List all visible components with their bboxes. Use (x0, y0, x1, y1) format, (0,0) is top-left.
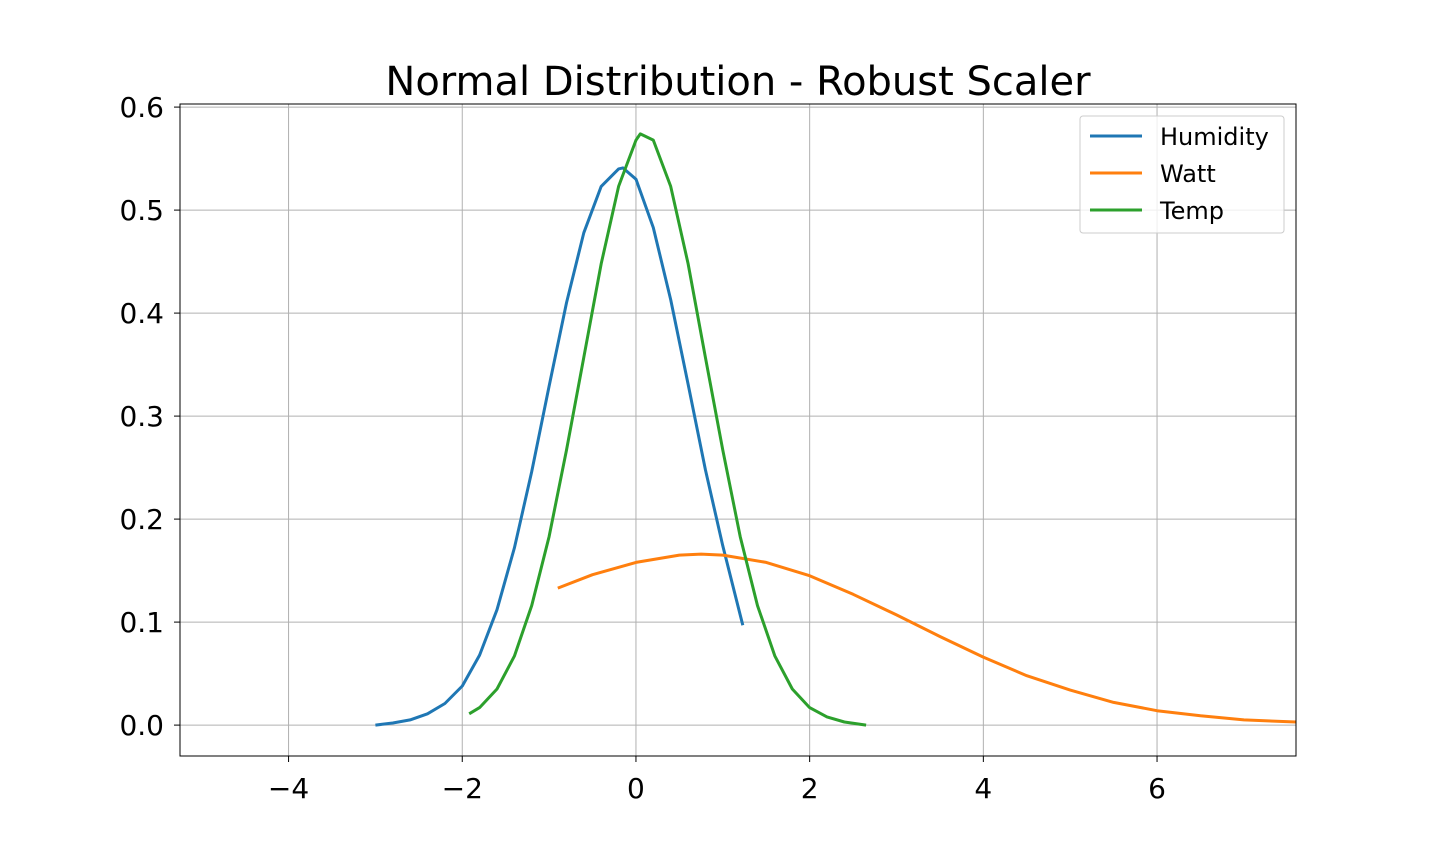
y-tick-label: 0.4 (119, 297, 164, 330)
plot-frame (179, 103, 1297, 757)
series-lines (375, 132, 1297, 727)
legend: Humidity Watt Temp (1079, 115, 1285, 234)
y-tick-label: 0.6 (119, 91, 164, 124)
legend-label-temp: Temp (1159, 197, 1224, 225)
series-line-humidity (375, 166, 745, 727)
y-tick-label: 0.2 (119, 503, 164, 536)
y-tick-label: 0.0 (119, 709, 164, 742)
legend-label-humidity: Humidity (1160, 123, 1269, 151)
axis-ticks: −4 −2 0 2 4 6 0.0 0.1 0.2 0.3 0.4 0.5 0.6 (119, 91, 1165, 805)
x-tick-label: 2 (801, 772, 819, 805)
y-tick-label: 0.1 (119, 606, 164, 639)
legend-label-watt: Watt (1160, 160, 1216, 188)
series-line-watt (557, 552, 1297, 724)
x-tick-label: 6 (1148, 772, 1166, 805)
y-tick-label: 0.3 (119, 400, 164, 433)
x-tick-label: 4 (974, 772, 992, 805)
grid (180, 104, 1296, 756)
x-tick-label: 0 (627, 772, 645, 805)
x-tick-label: −4 (268, 772, 309, 805)
y-tick-label: 0.5 (119, 194, 164, 227)
x-tick-label: −2 (442, 772, 483, 805)
chart-title: Normal Distribution - Robust Scaler (385, 59, 1091, 105)
series-line-temp (468, 132, 867, 727)
legend-box (1079, 115, 1285, 234)
